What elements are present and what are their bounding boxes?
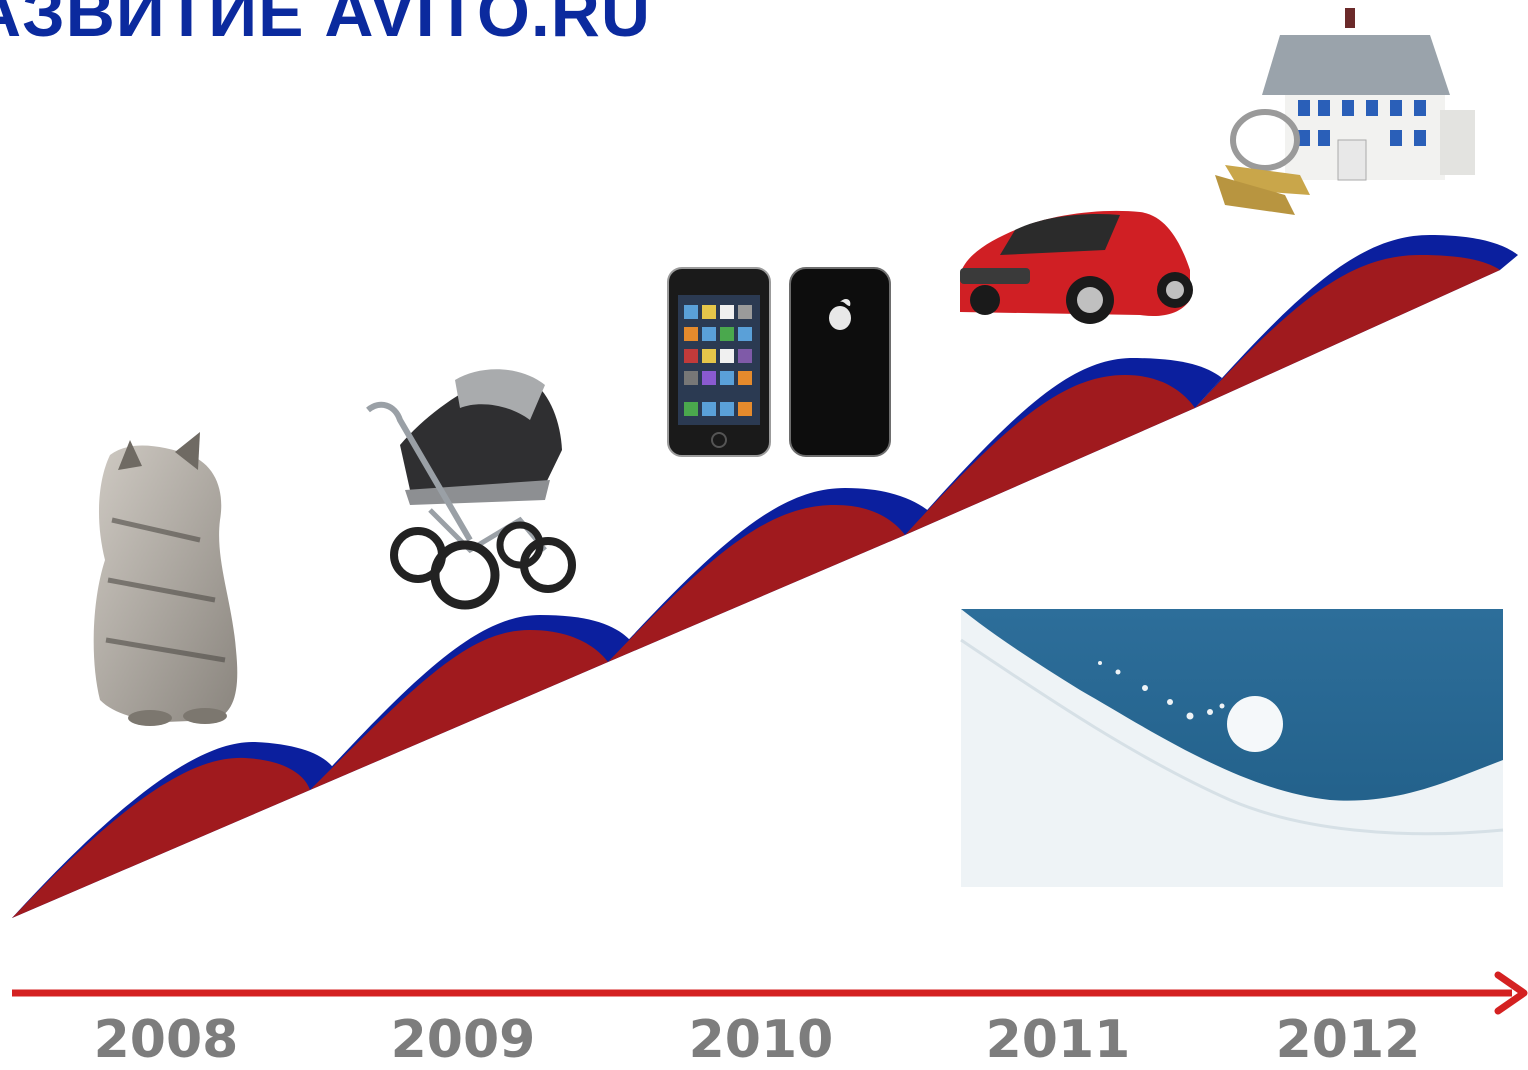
year-label-2009: 2009: [390, 1010, 536, 1070]
growth-waves: [12, 235, 1518, 918]
year-label-2010: 2010: [688, 1010, 834, 1070]
wave-4: [905, 358, 1222, 535]
smartphones-illustration: [667, 267, 891, 457]
year-label-2008: 2008: [93, 1010, 239, 1070]
wave-1: [12, 741, 335, 918]
house-with-keys-illustration: [1215, 8, 1475, 215]
snowball-scene-illustration: [960, 609, 1504, 887]
year-label-2011: 2011: [985, 1010, 1131, 1070]
wave-3: [608, 488, 930, 662]
baby-stroller-illustration: [366, 369, 576, 610]
wave-5: [1195, 235, 1518, 408]
page-title: АЗВИТИЕ AVITO.RU: [0, 0, 651, 51]
year-label-2012: 2012: [1275, 1010, 1421, 1070]
wave-2: [310, 615, 630, 790]
kitten-illustration: [93, 432, 238, 726]
timeline-axis: [12, 971, 1528, 1015]
red-car-illustration: [960, 210, 1193, 324]
